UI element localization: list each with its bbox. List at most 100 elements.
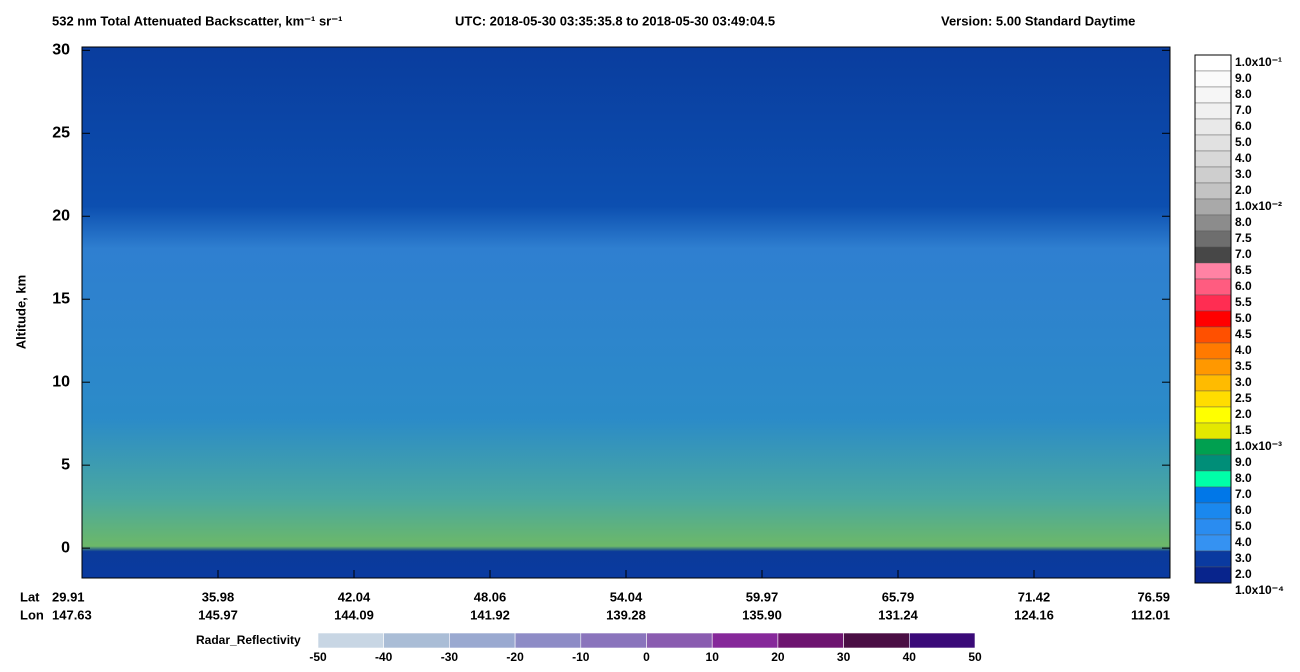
radar-segment bbox=[580, 632, 647, 649]
colorbar-label: 2.5 bbox=[1235, 391, 1252, 405]
colorbar-label: 1.0x10⁻² bbox=[1235, 199, 1282, 213]
colorbar-segment bbox=[1194, 518, 1232, 536]
colorbar-segment bbox=[1194, 278, 1232, 296]
colorbar-segment bbox=[1194, 198, 1232, 216]
colorbar-segment bbox=[1194, 438, 1232, 456]
colorbar-segment bbox=[1194, 342, 1232, 360]
lat-tick-label: 59.97 bbox=[746, 589, 779, 604]
lat-tick-label: 42.04 bbox=[338, 589, 371, 604]
colorbar-label: 5.0 bbox=[1235, 519, 1252, 533]
colorbar-segment bbox=[1194, 534, 1232, 552]
colorbar-segment bbox=[1194, 566, 1232, 584]
radar-segment bbox=[843, 632, 910, 649]
lon-tick-label: 145.97 bbox=[198, 607, 238, 622]
colorbar-label: 8.0 bbox=[1235, 215, 1252, 229]
colorbar-label: 4.0 bbox=[1235, 343, 1252, 357]
colorbar-label: 5.0 bbox=[1235, 311, 1252, 325]
colorbar-label: 6.5 bbox=[1235, 263, 1252, 277]
colorbar-segment bbox=[1194, 358, 1232, 376]
colorbar-segment bbox=[1194, 134, 1232, 152]
y-tick-label: 20 bbox=[52, 207, 70, 224]
colorbar-segment bbox=[1194, 454, 1232, 472]
lat-tick-label: 71.42 bbox=[1018, 589, 1051, 604]
lat-tick-label: 35.98 bbox=[202, 589, 235, 604]
colorbar-segment bbox=[1194, 502, 1232, 520]
y-tick-label: 10 bbox=[52, 373, 70, 390]
colorbar-segment bbox=[1194, 262, 1232, 280]
radar-tick-label: 20 bbox=[771, 650, 785, 664]
y-tick-label: 15 bbox=[52, 290, 70, 307]
radar-tick-label: 30 bbox=[837, 650, 851, 664]
colorbar-segment bbox=[1194, 86, 1232, 104]
colorbar-segment bbox=[1194, 550, 1232, 568]
radar-segment bbox=[711, 632, 779, 649]
colorbar-label: 2.0 bbox=[1235, 567, 1252, 581]
radar-segment bbox=[449, 632, 516, 649]
radar-tick-label: -20 bbox=[506, 650, 524, 664]
lat-tick-label: 65.79 bbox=[882, 589, 915, 604]
colorbar-label: 4.0 bbox=[1235, 151, 1252, 165]
colorbar-segment bbox=[1194, 406, 1232, 424]
lat-label: Lat bbox=[20, 589, 40, 604]
radar-tick-label: -40 bbox=[375, 650, 393, 664]
colorbar-label: 1.0x10⁻⁴ bbox=[1235, 583, 1284, 597]
radar-tick-label: 0 bbox=[643, 650, 650, 664]
colorbar-label: 1.0x10⁻³ bbox=[1235, 439, 1282, 453]
colorbar-segment bbox=[1194, 166, 1232, 184]
colorbar-label: 7.0 bbox=[1235, 487, 1252, 501]
colorbar-frame bbox=[1194, 54, 1232, 584]
colorbar-label: 4.5 bbox=[1235, 327, 1252, 341]
colorbar-segment bbox=[1194, 230, 1232, 248]
colorbar-label: 9.0 bbox=[1235, 71, 1252, 85]
colorbar-segment bbox=[1194, 102, 1232, 120]
colorbar-segment bbox=[1194, 294, 1232, 312]
colorbar-label: 5.0 bbox=[1235, 135, 1252, 149]
colorbar-segment bbox=[1194, 390, 1232, 408]
colorbar-label: 8.0 bbox=[1235, 87, 1252, 101]
colorbar-segment bbox=[1194, 150, 1232, 168]
radar-segment bbox=[514, 632, 582, 649]
radar-segment bbox=[317, 632, 384, 649]
radar-segment bbox=[383, 632, 450, 649]
radar-tick-label: -50 bbox=[309, 650, 327, 664]
colorbar-segment bbox=[1194, 214, 1232, 232]
lat-tick-label: 48.06 bbox=[474, 589, 507, 604]
colorbar-segment bbox=[1194, 326, 1232, 344]
colorbar-label: 2.0 bbox=[1235, 183, 1252, 197]
y-tick-label: 30 bbox=[52, 42, 70, 59]
colorbar-label: 6.0 bbox=[1235, 279, 1252, 293]
colorbar-label: 6.0 bbox=[1235, 119, 1252, 133]
colorbar-label: 7.5 bbox=[1235, 231, 1252, 245]
colorbar-label: 1.0x10⁻¹ bbox=[1235, 55, 1282, 69]
colorbar-label: 7.0 bbox=[1235, 247, 1252, 261]
radar-tick-label: 50 bbox=[968, 650, 982, 664]
colorbar-label: 5.5 bbox=[1235, 295, 1252, 309]
lat-tick-label: 29.91 bbox=[52, 589, 85, 604]
radar-tick-label: -30 bbox=[441, 650, 459, 664]
colorbar-segment bbox=[1194, 246, 1232, 264]
colorbar-segment bbox=[1194, 182, 1232, 200]
radar-segment bbox=[908, 632, 976, 649]
colorbar-segment bbox=[1194, 422, 1232, 440]
colorbar-label: 7.0 bbox=[1235, 103, 1252, 117]
lon-tick-label: 124.16 bbox=[1014, 607, 1054, 622]
colorbar-segment bbox=[1194, 310, 1232, 328]
colorbar-label: 3.0 bbox=[1235, 167, 1252, 181]
lon-tick-label: 131.24 bbox=[878, 607, 919, 622]
colorbar-label: 1.5 bbox=[1235, 423, 1252, 437]
colorbar-label: 3.5 bbox=[1235, 359, 1252, 373]
radar-tick-label: 40 bbox=[903, 650, 917, 664]
radar-segment bbox=[777, 632, 844, 649]
lon-tick-label: 139.28 bbox=[606, 607, 646, 622]
y-tick-label: 5 bbox=[61, 456, 70, 473]
colorbar-label: 6.0 bbox=[1235, 503, 1252, 517]
colorbar-segment bbox=[1194, 70, 1232, 88]
y-tick-label: 25 bbox=[52, 125, 70, 142]
lat-tick-label: 54.04 bbox=[610, 589, 643, 604]
title-utc: UTC: 2018-05-30 03:35:35.8 to 2018-05-30… bbox=[455, 13, 775, 28]
radar-tick-label: -10 bbox=[572, 650, 590, 664]
radar-label: Radar_Reflectivity bbox=[196, 633, 301, 647]
lon-tick-label: 147.63 bbox=[52, 607, 92, 622]
y-axis-label: Altitude, km bbox=[13, 275, 28, 349]
